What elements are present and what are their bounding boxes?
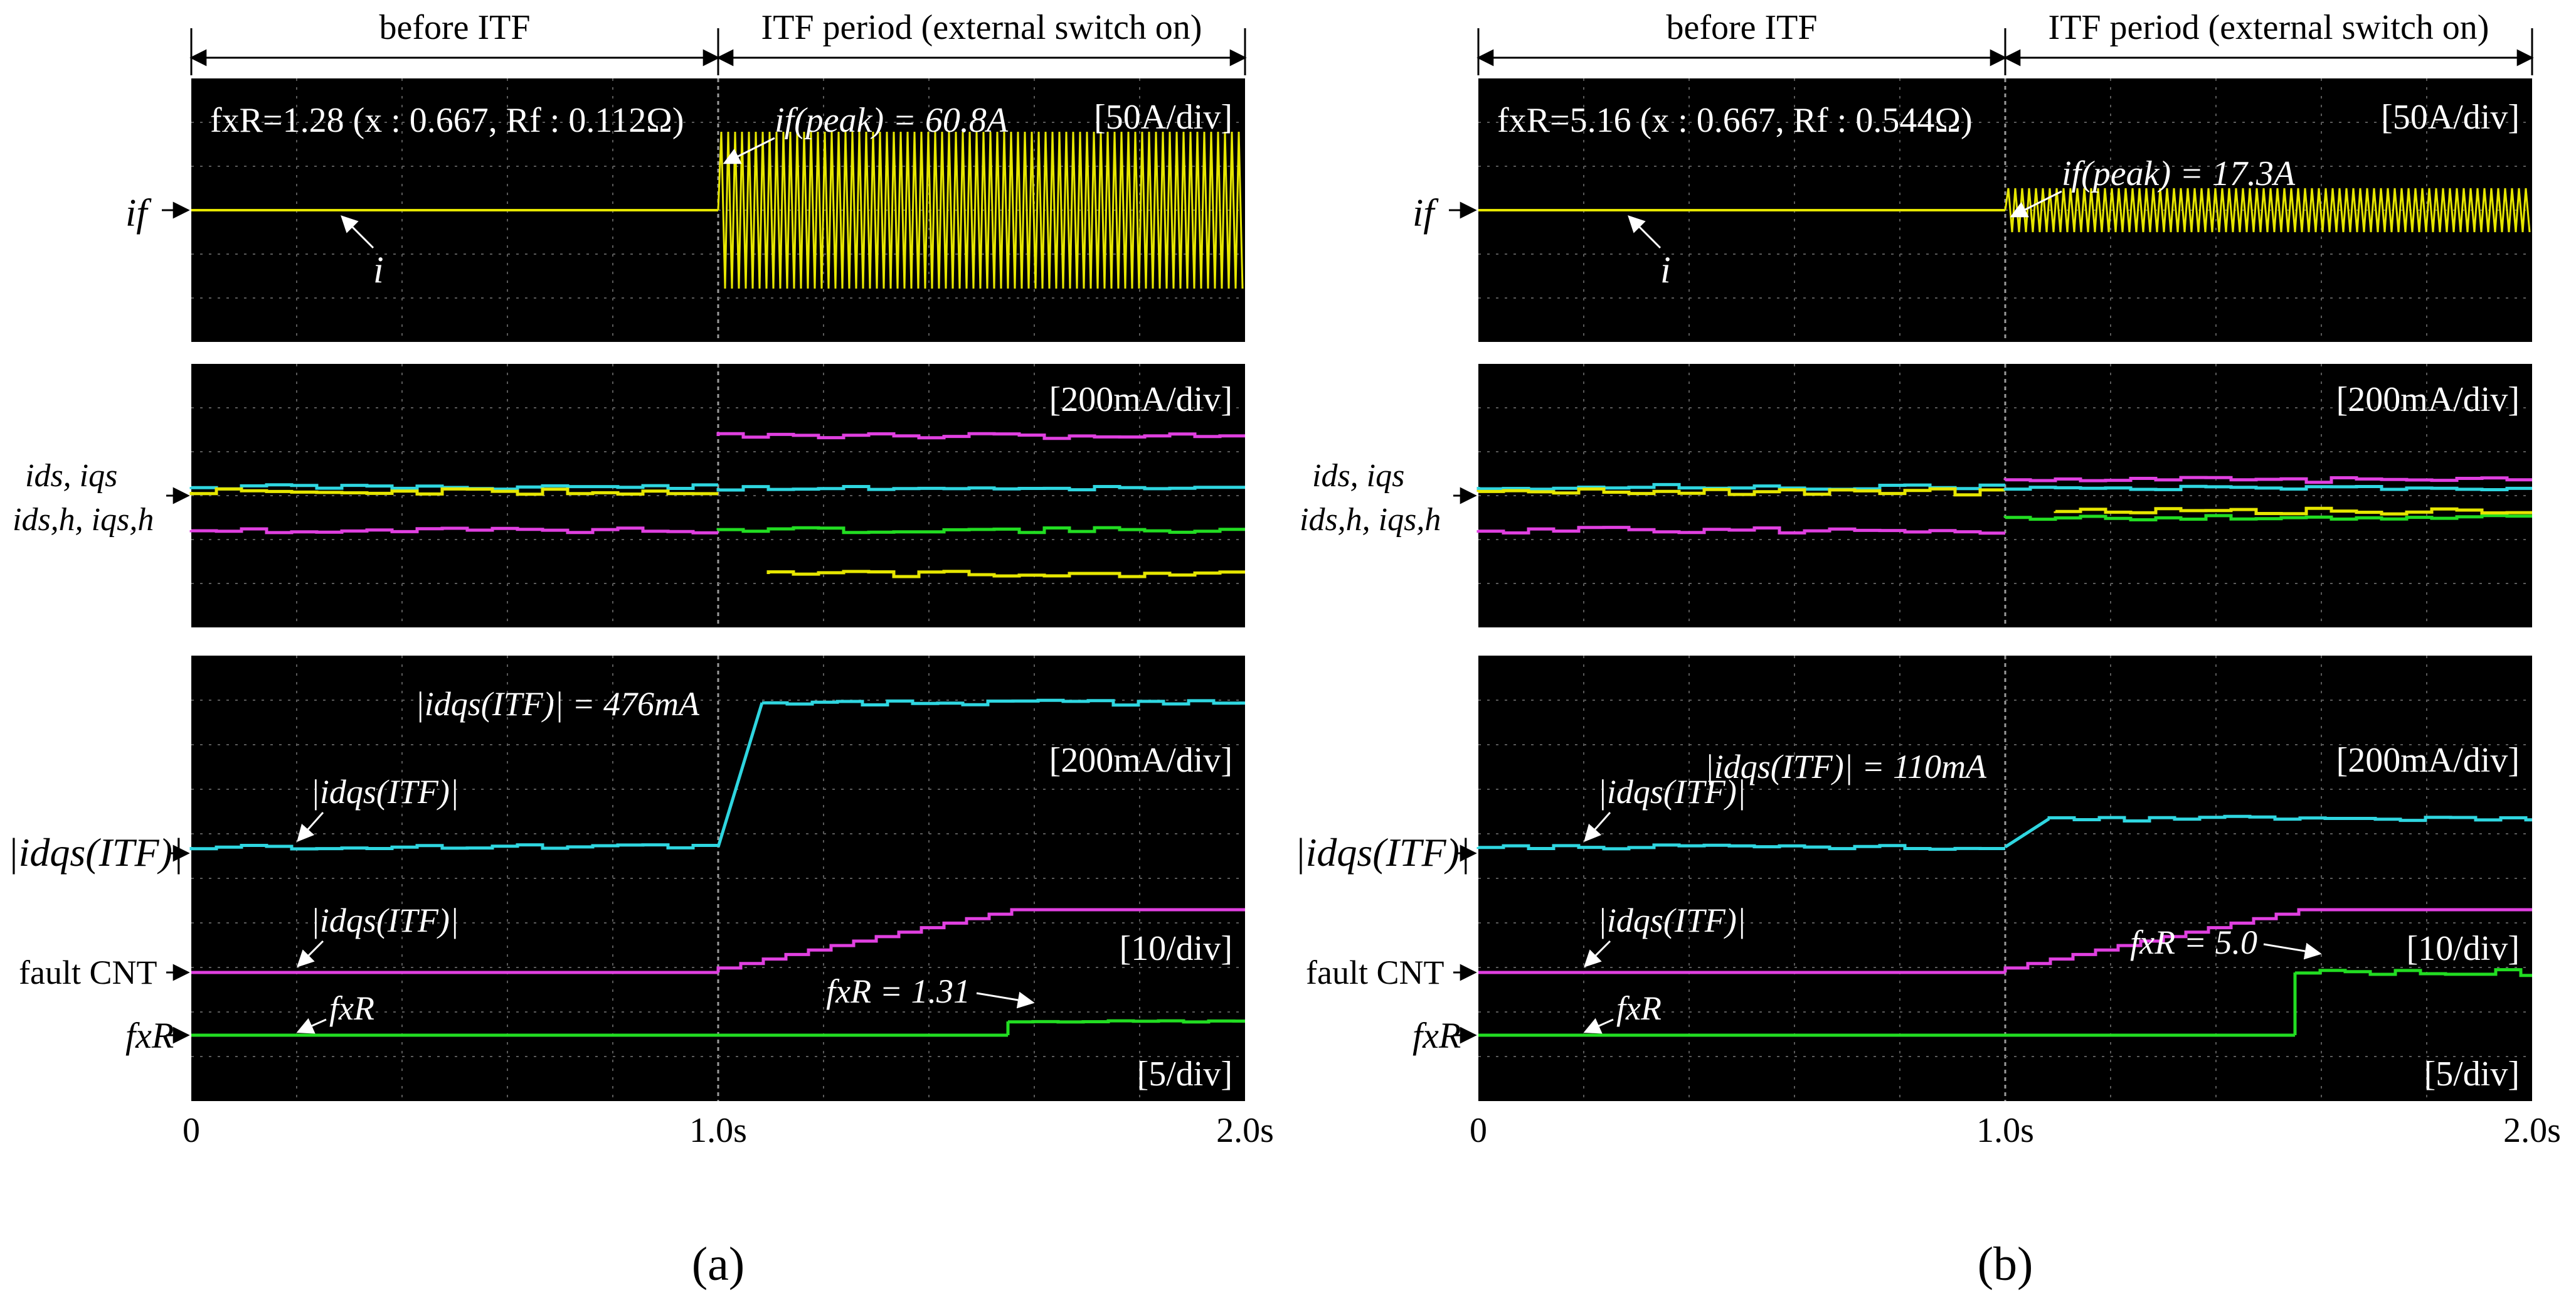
if-peak-arrow [723,137,775,164]
if-inline-arrow [1628,215,1662,249]
scale-5: [5/div] [1137,1055,1232,1094]
scale-10: [10/div] [2407,929,2520,968]
scale-200ma-mag: [200mA/div] [1049,741,1232,780]
idsh-iqsh-axis-label: ids,h, iqs,h [1300,502,1441,538]
fxr-inline-label: fxR [329,989,374,1027]
iqs-trace-after [766,570,1245,578]
x-tick-label: 0 [1470,1111,1487,1150]
x-tick-label: 2.0s [1216,1111,1274,1150]
panel-b: before ITF ITF period (external switch on… [1295,8,2561,1291]
if-peak-label: if(peak) = 17.3A [2062,154,2296,193]
ids-trace-after [716,432,1245,440]
iqsh-trace-after [2003,484,2532,491]
itf-mag-inline-arrow [1584,812,1611,843]
ids-iqs-axis-label: ids, iqs [25,458,117,494]
fault-inline-arrow [297,940,324,967]
if-oscillation [2004,188,2531,233]
scale-10: [10/div] [1120,929,1232,968]
fxr-result-label: fxR = 1.31 [826,972,970,1010]
itf-mag-value-label: |idqs(ITF)| = 110mA [1705,748,1987,785]
fxr-inline-arrow [1583,1018,1614,1034]
fxr-axis-label: fxR [1413,1015,1461,1056]
if-inline-arrow [341,215,374,249]
idsh-trace-before [189,526,718,535]
fxr-result-arrow [976,991,1035,1009]
idsh-trace-after [2003,514,2532,521]
x-tick-label: 2.0s [2503,1111,2561,1150]
itf-mag-inline-label: |idqs(ITF)| [310,773,459,811]
fault-cnt-axis-label: fault CNT [1306,954,1444,991]
itf-mag-after [2047,814,2532,823]
fault-cnt-axis-label: fault CNT [19,954,157,991]
x-tick-label: 1.0s [689,1111,747,1150]
itf-mag-inline-label: |idqs(ITF)| [1598,773,1746,811]
ids-trace-before [189,487,718,496]
panel-a: before ITF ITF period (external switch on… [8,8,1274,1291]
itf-mag-before [1476,843,2005,851]
if-axis-label: if [1413,192,1439,235]
fxr-result-arrow [2263,942,2322,960]
idsh-trace-before [1476,526,2005,535]
ids-iqs-axis-label: ids, iqs [1312,458,1404,494]
itf-mag-axis-label: |idqs(ITF)| [8,830,184,875]
ids-trace-before [1476,487,2005,497]
fault-cnt-ramp [2003,908,2532,972]
itf-mag-after [760,698,1245,707]
itf-mag-before [189,843,718,851]
subfigure-label: (b) [1978,1238,2033,1291]
idsh-iqsh-axis-label: ids,h, iqs,h [13,502,154,538]
header-after: ITF period (external switch on) [761,8,1202,47]
itf-mag-value-label: |idqs(ITF)| = 476mA [415,685,700,723]
if-peak-label: if(peak) = 60.8A [775,101,1009,140]
if-inline-label: i [1660,249,1671,290]
fault-cnt-ramp [716,908,1245,972]
fault-inline-arrow [1584,940,1611,967]
if-oscillation [717,131,1244,289]
scale-50a: [50A/div] [1094,98,1232,137]
itf-mag-step [716,702,764,848]
iqs-trace-after [2054,506,2532,516]
header-before: before ITF [1666,8,1817,47]
if-inline-label: i [373,249,384,290]
ids-trace-after [2003,476,2532,484]
header-after: ITF period (external switch on) [2049,8,2489,47]
fxr-result-label: fxR = 5.0 [2130,924,2257,961]
fault-inline-label: |idqs(ITF)| [1598,902,1746,939]
x-tick-label: 0 [183,1111,200,1150]
scale-50a: [50A/div] [2381,98,2520,137]
header-before: before ITF [379,8,530,47]
if-peak-arrow [2010,190,2062,218]
fxr-param-label: fxR=5.16 (x : 0.667, Rf : 0.544Ω) [1497,101,1973,140]
scale-200ma-dq: [200mA/div] [2336,380,2520,419]
idsh-trace-after [716,526,1245,535]
scale-5: [5/div] [2424,1055,2520,1094]
fxr-after [2293,968,2532,977]
iqsh-trace-after [716,485,1245,492]
itf-mag-step [2004,817,2050,849]
x-tick-label: 1.0s [1976,1111,2034,1150]
itf-mag-axis-label: |idqs(ITF)| [1295,830,1471,875]
iqs-trace-before [189,483,718,491]
fault-inline-label: |idqs(ITF)| [310,902,459,939]
fxr-param-label: fxR=1.28 (x : 0.667, Rf : 0.112Ω) [210,101,684,140]
fxr-inline-label: fxR [1616,989,1662,1027]
if-axis-label: if [125,192,152,235]
scale-200ma-mag: [200mA/div] [2336,741,2520,780]
subfigure-label: (a) [692,1238,745,1291]
fxr-after [1006,1019,1245,1024]
fxr-inline-arrow [296,1018,327,1034]
scale-200ma-dq: [200mA/div] [1049,380,1232,419]
itf-mag-inline-arrow [297,812,324,843]
fxr-axis-label: fxR [125,1015,174,1056]
